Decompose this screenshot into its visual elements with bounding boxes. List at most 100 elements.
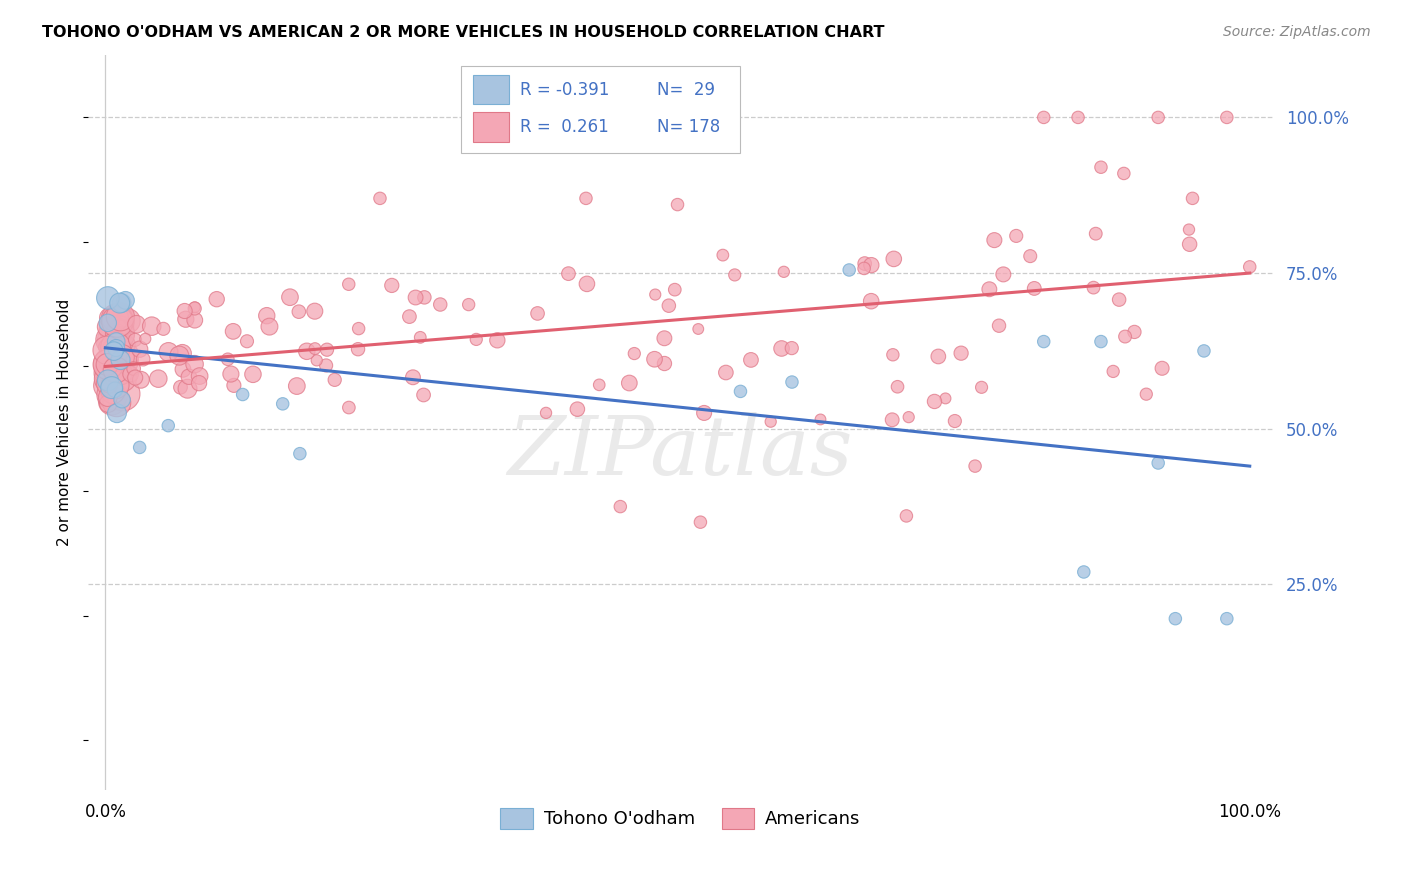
Point — [110, 353, 132, 368]
Point — [1005, 228, 1028, 243]
Point — [114, 354, 136, 368]
Point — [1032, 111, 1054, 125]
Point — [457, 297, 479, 311]
Point — [242, 368, 264, 382]
Point — [101, 388, 124, 402]
Point — [575, 191, 598, 205]
Point — [117, 314, 139, 328]
Point — [1181, 191, 1204, 205]
Point — [115, 362, 138, 376]
Point — [1019, 249, 1042, 263]
Point — [100, 354, 122, 368]
Point — [780, 341, 803, 355]
Point — [157, 345, 180, 359]
Point — [169, 349, 191, 363]
Point — [305, 353, 328, 368]
Point — [188, 369, 211, 384]
Point — [124, 370, 146, 384]
Point — [664, 283, 686, 297]
Point — [609, 500, 631, 514]
Point — [111, 329, 134, 343]
Point — [288, 447, 311, 461]
Point — [711, 248, 734, 262]
Point — [172, 346, 194, 360]
Point — [110, 366, 132, 380]
Point — [98, 366, 121, 380]
Point — [124, 333, 146, 347]
Point — [111, 392, 134, 407]
Legend: Tohono O'odham, Americans: Tohono O'odham, Americans — [494, 801, 868, 836]
Point — [96, 319, 118, 334]
Point — [534, 406, 557, 420]
Point — [1123, 325, 1146, 339]
Point — [1083, 280, 1105, 294]
Point — [398, 310, 420, 324]
Point — [278, 290, 301, 304]
Point — [304, 304, 326, 318]
Point — [103, 376, 125, 391]
Point — [1108, 293, 1130, 307]
Point — [174, 312, 197, 326]
Point — [988, 318, 1011, 333]
Point — [105, 406, 128, 420]
Point — [381, 278, 404, 293]
Point — [486, 333, 509, 347]
Point — [97, 397, 120, 411]
Point — [337, 277, 360, 292]
Point — [107, 325, 129, 339]
Point — [772, 265, 794, 279]
Point — [285, 379, 308, 393]
Point — [740, 352, 762, 367]
Point — [105, 334, 128, 349]
Point — [96, 358, 118, 372]
FancyBboxPatch shape — [472, 112, 509, 142]
Point — [129, 373, 152, 387]
Point — [107, 368, 129, 383]
Point — [644, 287, 666, 301]
Point — [950, 346, 973, 360]
Point — [108, 327, 131, 342]
Point — [188, 376, 211, 391]
Point — [107, 315, 129, 329]
Point — [557, 267, 579, 281]
Point — [1239, 260, 1261, 274]
Point — [105, 315, 128, 329]
Text: N= 178: N= 178 — [657, 118, 720, 136]
Point — [896, 508, 918, 523]
Point — [183, 301, 205, 316]
Point — [575, 277, 598, 291]
Point — [104, 349, 127, 363]
Point — [101, 364, 124, 378]
Point — [271, 397, 294, 411]
Point — [1192, 343, 1215, 358]
Point — [104, 310, 127, 325]
Point — [693, 406, 716, 420]
Point — [368, 191, 391, 205]
Point — [316, 343, 339, 357]
Point — [97, 373, 120, 387]
Point — [323, 373, 346, 387]
Point — [780, 375, 803, 389]
Point — [409, 330, 432, 344]
Point — [122, 361, 145, 376]
Point — [205, 292, 228, 306]
Point — [105, 363, 128, 377]
Point — [1112, 166, 1135, 180]
Point — [184, 300, 207, 314]
Point — [860, 258, 883, 272]
Point — [128, 342, 150, 356]
Point — [759, 415, 782, 429]
Point — [465, 333, 488, 347]
Point — [883, 252, 905, 266]
Point — [666, 197, 689, 211]
Point — [104, 383, 127, 397]
Text: ZIPatlas: ZIPatlas — [508, 412, 853, 491]
Point — [1073, 565, 1095, 579]
Point — [96, 341, 118, 355]
Point — [222, 324, 245, 338]
Point — [810, 412, 832, 426]
Point — [120, 367, 142, 381]
Point — [1178, 237, 1201, 252]
Point — [567, 402, 589, 417]
Point — [347, 321, 370, 335]
